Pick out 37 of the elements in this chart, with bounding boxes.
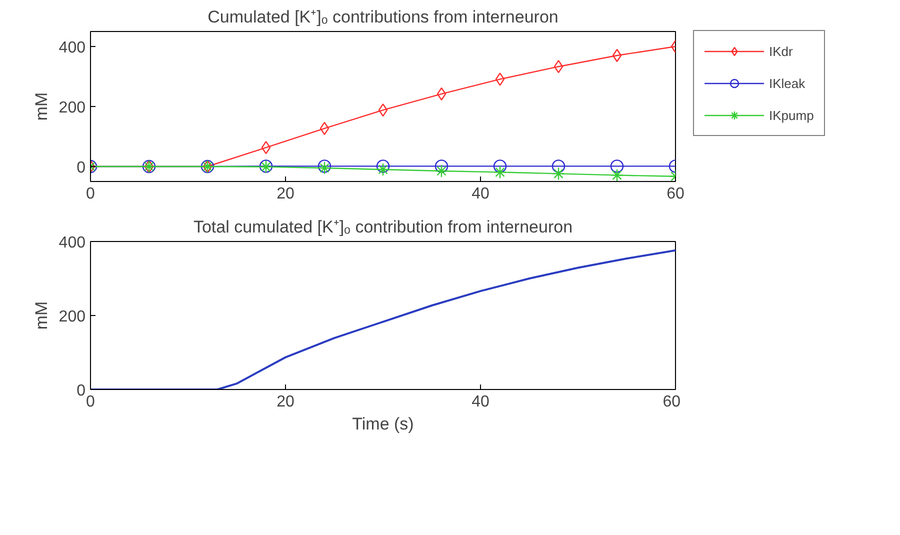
legend-label: IKpump <box>769 108 814 122</box>
y-axis-title: mM <box>32 92 51 121</box>
point <box>320 122 330 135</box>
point <box>436 87 446 100</box>
y-tick-label: 0 <box>76 160 86 176</box>
legend-label: IKleak <box>769 76 806 90</box>
point <box>495 72 505 86</box>
point <box>610 168 624 182</box>
x-tick-label: 60 <box>662 394 681 410</box>
y-axis-title: mM <box>32 301 51 330</box>
point <box>434 164 448 178</box>
point <box>493 160 507 173</box>
y-tick-label: 0 <box>76 382 86 400</box>
x-tick-label: 40 <box>472 186 490 202</box>
point <box>434 160 448 173</box>
point <box>552 160 566 173</box>
point <box>378 104 388 117</box>
y-tick-label: 400 <box>58 40 86 56</box>
chart-title: Total cumulated [K⁺]ₒ contribution from interneuron <box>193 218 573 236</box>
x-tick-label: 60 <box>666 186 684 202</box>
x-tick-label: 40 <box>472 394 490 410</box>
point <box>261 141 271 154</box>
y-tick-label: 400 <box>58 234 86 252</box>
y-tick-label: 200 <box>58 308 86 326</box>
legend-label: IKdr <box>769 44 793 58</box>
x-tick-label: 20 <box>276 186 294 202</box>
point <box>554 60 564 74</box>
point <box>376 162 390 176</box>
chart-title: Cumulated [K⁺]ₒ contributions from interneuron <box>208 8 558 26</box>
x-axis-title: Time (s) <box>352 414 414 434</box>
point <box>610 160 624 173</box>
point <box>376 160 390 173</box>
x-tick-label: 20 <box>276 394 294 410</box>
point <box>552 167 566 180</box>
point <box>612 48 622 62</box>
point <box>493 166 507 179</box>
y-tick-label: 200 <box>58 100 86 116</box>
